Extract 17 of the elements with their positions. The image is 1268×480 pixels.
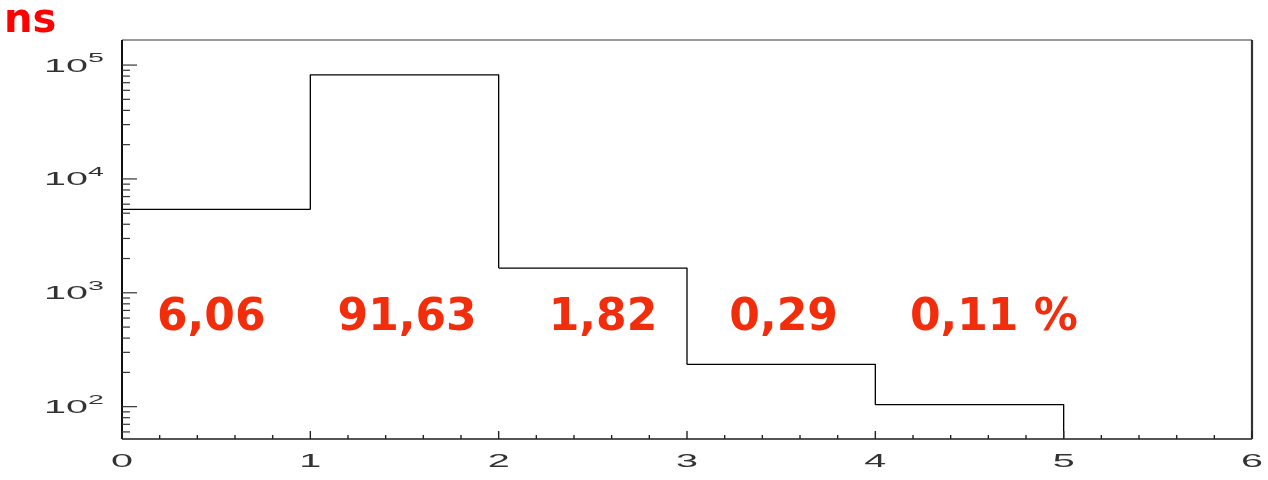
x-tick-label: 2 [487,450,510,472]
x-tick-label: 4 [864,450,887,472]
y-tick-label: 10$^{4}$ [44,164,104,190]
annotation: 0,11 % [909,289,1078,340]
annotation: 0,29 [729,289,838,340]
annotation: 6,06 [157,289,266,340]
x-tick-label: 5 [1052,450,1075,472]
annotation: 91,63 [337,289,477,340]
chart-title: ns [4,0,57,41]
x-tick-label: 0 [110,450,134,472]
x-tick-label: 6 [1240,450,1264,472]
y-tick-label: 10$^{3}$ [44,278,104,304]
y-tick-label: 10$^{2}$ [44,392,104,417]
x-tick-label: 1 [299,450,322,472]
annotation: 1,82 [548,289,658,340]
y-tick-label: 10$^{5}$ [44,50,104,76]
x-tick-label: 3 [675,450,699,472]
